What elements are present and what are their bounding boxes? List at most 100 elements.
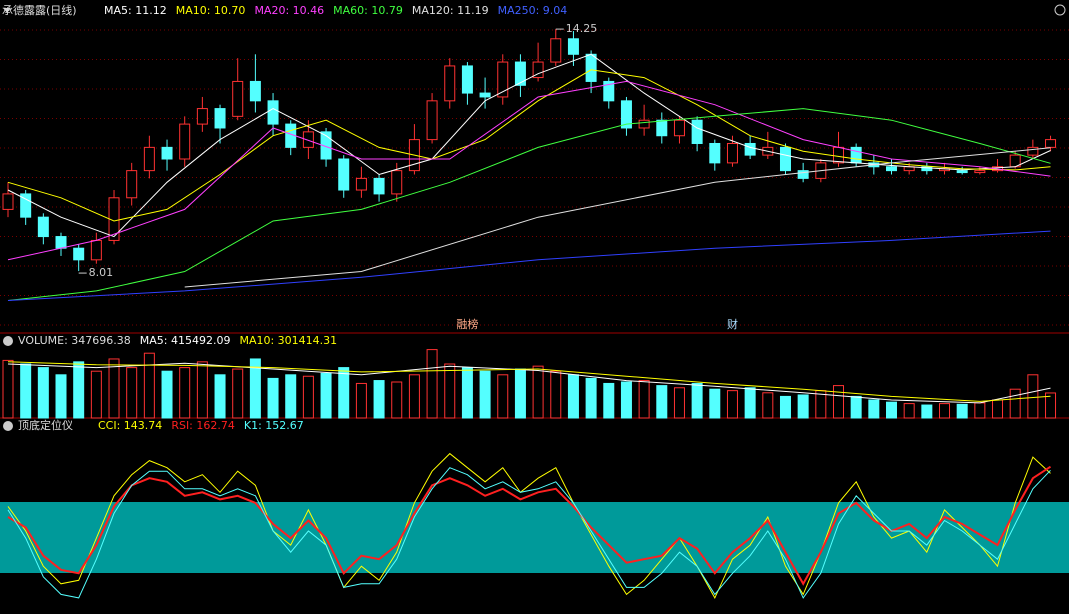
volume-bar xyxy=(267,377,279,419)
candle-body xyxy=(656,119,668,137)
candle-body xyxy=(585,53,597,82)
candle-body xyxy=(143,146,155,172)
candle-body xyxy=(373,177,385,195)
volume-bar xyxy=(108,358,120,419)
volume-bar xyxy=(426,349,438,419)
candle-body xyxy=(426,100,438,141)
candle-body xyxy=(37,216,49,238)
volume-bar xyxy=(320,372,332,419)
candle-body xyxy=(886,166,897,172)
volume-bar xyxy=(338,367,350,419)
candle-body xyxy=(497,61,509,98)
legend-entry: MA20: 10.46 xyxy=(254,4,324,17)
candle-body xyxy=(320,131,332,160)
volume-bar xyxy=(1027,374,1039,419)
volume-bar xyxy=(302,375,314,419)
candle-body xyxy=(567,38,579,55)
candle-body xyxy=(267,100,279,125)
legend-entry: MA250: 9.04 xyxy=(498,4,568,17)
volume-bar xyxy=(143,352,155,419)
legend-entry: RSI: 162.74 xyxy=(171,419,235,432)
volume-bar xyxy=(832,385,844,419)
volume-bar xyxy=(179,367,191,419)
volume-bar xyxy=(850,395,862,419)
volume-bar xyxy=(886,401,897,419)
candle-body xyxy=(691,119,703,144)
event-marker: 融榜 xyxy=(456,317,478,331)
legend-entry: MA10: 301414.31 xyxy=(239,334,337,347)
volume-bar xyxy=(479,370,491,419)
volume-bar xyxy=(37,367,49,419)
volume-bar xyxy=(762,392,774,419)
volume-bar xyxy=(196,361,208,419)
collapse-icon xyxy=(3,421,13,431)
volume-bar xyxy=(391,381,403,419)
volume-bar xyxy=(1045,392,1057,419)
candle-body xyxy=(744,142,756,156)
volume-bar xyxy=(921,404,933,419)
volume-bar xyxy=(992,399,1004,419)
volume-bar xyxy=(709,388,721,419)
legend-entry: MA10: 10.70 xyxy=(176,4,246,17)
volume-bar xyxy=(214,374,226,419)
volume-bar xyxy=(638,380,650,419)
ma-line xyxy=(7,80,1051,261)
volume-bar xyxy=(903,403,915,419)
volume-bar xyxy=(532,365,544,419)
legend-entry: MA5: 11.12 xyxy=(104,4,167,17)
candle-body xyxy=(444,65,456,102)
volume-bar xyxy=(461,367,473,419)
candle-body xyxy=(461,65,473,94)
candle-body xyxy=(1045,139,1057,148)
volume-bar xyxy=(373,380,385,419)
ma-line xyxy=(7,465,1052,586)
candle-body xyxy=(532,61,544,79)
volume-bar xyxy=(444,363,456,419)
corner-button[interactable] xyxy=(1054,4,1066,16)
volume-bar xyxy=(974,402,986,419)
candle-body xyxy=(832,146,844,164)
ma-line xyxy=(7,108,1051,301)
candle-body xyxy=(726,142,738,164)
volume-bar xyxy=(249,358,261,419)
candle-body xyxy=(302,131,314,148)
candle-body xyxy=(232,80,244,117)
candle-body xyxy=(797,170,809,179)
ma-line xyxy=(7,362,1051,404)
candle-body xyxy=(1027,146,1039,156)
candle-body xyxy=(779,146,791,172)
candle-body xyxy=(603,80,615,102)
candle-body xyxy=(514,61,526,86)
volume-bar xyxy=(90,370,102,419)
candle-body xyxy=(479,92,491,98)
volume-bar xyxy=(497,374,509,419)
candle-body xyxy=(709,142,721,164)
legend-entry: 顶底定位仪 xyxy=(18,418,73,432)
legend-entry: K1: 152.67 xyxy=(244,419,304,432)
candle-body xyxy=(2,193,14,210)
ma-line xyxy=(184,147,1051,288)
legend-entry: MA60: 10.79 xyxy=(333,4,403,17)
volume-bar xyxy=(726,390,738,419)
volume-bar xyxy=(20,363,32,419)
volume-bar xyxy=(868,399,880,419)
volume-bar xyxy=(126,367,138,419)
volume-bar xyxy=(673,387,685,419)
legend-entry: CCI: 143.74 xyxy=(98,419,162,432)
candle-body xyxy=(338,158,350,191)
ma-line xyxy=(7,452,1051,600)
volume-bar xyxy=(161,370,173,419)
event-marker: 财 xyxy=(727,317,738,331)
volume-bar xyxy=(232,368,244,419)
candle-body xyxy=(126,170,138,199)
candle-body xyxy=(550,38,562,63)
volume-bar xyxy=(550,370,562,419)
volume-bar xyxy=(585,377,597,419)
ma-line xyxy=(7,361,1051,402)
candle-body xyxy=(179,123,191,160)
candle-body xyxy=(956,170,968,174)
candle-body xyxy=(921,166,933,172)
ma-line xyxy=(7,230,1051,301)
candle-body xyxy=(850,146,862,164)
